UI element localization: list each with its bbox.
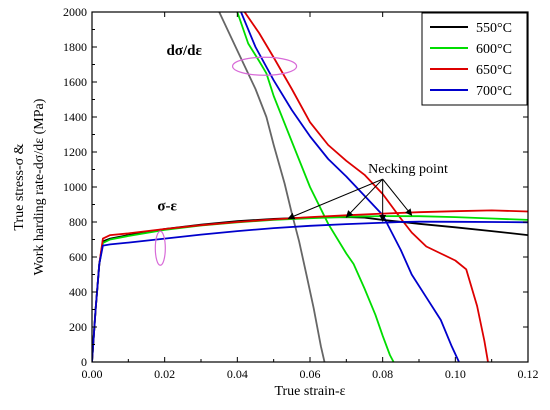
y-axis-title-line1: True stress-σ &	[12, 143, 27, 230]
necking-arrow	[382, 178, 413, 216]
necking-arrows	[287, 178, 413, 222]
x-tick-label: 0.08	[372, 367, 393, 381]
y-tick-label: 200	[69, 320, 87, 334]
stress-strain-label: σ-ε	[157, 199, 177, 215]
y-tick-label: 1800	[63, 40, 87, 54]
stress-strain-line-700c	[92, 220, 528, 362]
y-tick-label: 1600	[63, 75, 87, 89]
y-tick-label: 1200	[63, 145, 87, 159]
hardening-rate-line-600c	[236, 12, 395, 362]
x-tick-label: 0.04	[227, 367, 248, 381]
derivative-ellipse-marker	[231, 56, 298, 76]
legend-label: 700°C	[476, 84, 512, 99]
necking-arrow	[287, 178, 383, 220]
legend-label: 650°C	[476, 63, 512, 78]
stress-strain-ellipse-marker	[154, 230, 166, 266]
x-tick-label: 0.12	[518, 367, 539, 381]
y-tick-label: 2000	[63, 5, 87, 19]
x-tick-label: 0.00	[82, 367, 103, 381]
y-tick-label: 1400	[63, 110, 87, 124]
x-axis: 0.00 0.02 0.04 0.06 0.08 0.10 0.12	[82, 12, 539, 381]
necking-point-label: Necking point	[368, 162, 448, 177]
legend: 550°C 600°C 650°C 700°C	[421, 12, 528, 106]
plot-area	[92, 12, 528, 362]
annotations: dσ/dε σ-ε Necking point	[154, 43, 448, 266]
y-tick-label: 1000	[63, 180, 87, 194]
x-tick-label: 0.02	[154, 367, 175, 381]
necking-arrow	[345, 178, 384, 218]
hardening-rate-line-650c	[243, 12, 489, 362]
y-axis: 0 200 400 600 800 1000 1200 1400 1600 1800 2000	[63, 5, 528, 369]
y-tick-label: 800	[69, 215, 87, 229]
x-axis-title: True strain-ε	[274, 384, 345, 399]
derivative-label: dσ/dε	[166, 43, 202, 59]
x-tick-label: 0.10	[445, 367, 466, 381]
legend-label: 600°C	[476, 42, 512, 57]
y-tick-label: 600	[69, 250, 87, 264]
y-tick-label: 400	[69, 285, 87, 299]
legend-label: 550°C	[476, 21, 512, 36]
x-tick-label: 0.06	[300, 367, 321, 381]
y-axis-title-line2: Work harding rate-dσ/dε (MPa)	[32, 98, 47, 275]
y-tick-label: 0	[81, 355, 87, 369]
hardening-rate-line-550c	[218, 12, 326, 362]
hardening-rate-line-700c	[240, 12, 460, 362]
